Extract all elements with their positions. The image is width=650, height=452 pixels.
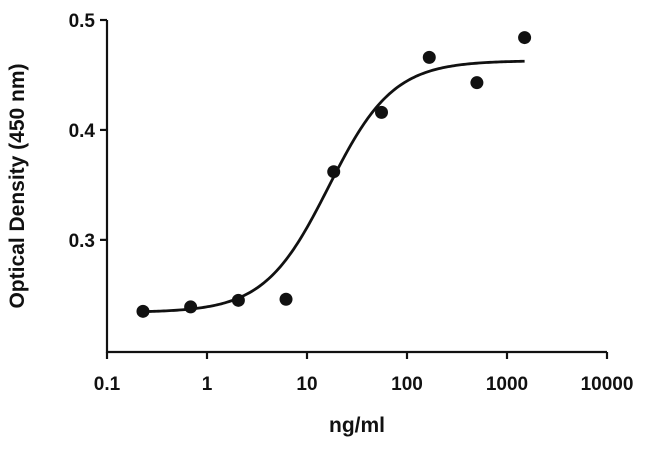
data-point [518,31,532,45]
x-tick-label: 1000 [486,374,528,395]
x-tick-label: 10 [296,374,317,395]
data-points [136,31,532,318]
data-point [470,76,484,90]
x-tick-label: 10000 [581,374,634,395]
data-point [327,165,341,179]
x-axis: 0.1 1 10 100 1000 10000 [94,350,634,395]
data-point [231,293,245,307]
x-tick-label: 100 [391,374,423,395]
y-tick-label: 0.3 [69,231,95,252]
data-point [184,300,198,314]
fit-curve-line [142,59,525,314]
data-point [375,105,389,119]
y-axis-label: Optical Density (450 nm) [6,63,29,308]
data-point [136,304,150,318]
fit-curve [142,59,525,314]
x-tick-label: 0.1 [94,374,121,395]
data-point [279,292,293,306]
y-tick-label: 0.5 [69,11,96,32]
x-tick-label: 1 [202,374,213,395]
y-axis: 0.3 0.4 0.5 [69,11,109,353]
x-axis-label: ng/ml [329,414,385,437]
y-tick-label: 0.4 [69,121,96,142]
data-point [422,50,436,64]
